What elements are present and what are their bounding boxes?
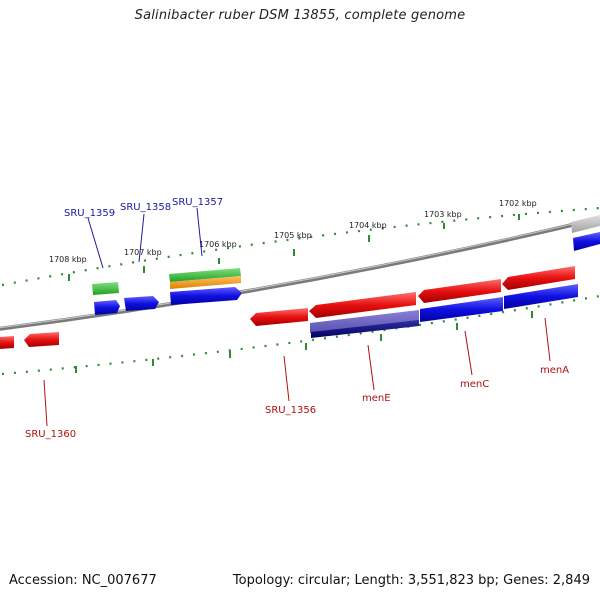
- feature-SRU_1358-cds[interactable]: [124, 296, 159, 311]
- leader-SRU_1359: [87, 217, 104, 269]
- leader-SRU_1360: [43, 379, 48, 427]
- feature-SRU_1359-cds[interactable]: [94, 300, 120, 315]
- gene-labels: SRU_1359 SRU_1358 SRU_1357 SRU_1360 SRU_…: [25, 197, 569, 440]
- genome-backbone-highlight: [0, 216, 600, 329]
- feature-SRU_1356-cds[interactable]: [250, 308, 308, 326]
- map-title: Salinibacter ruber DSM 13855, complete g…: [134, 8, 466, 23]
- leader-menC: [464, 330, 473, 376]
- tick-label-1703: 1703 kbp: [424, 210, 462, 219]
- feature-menC-red[interactable]: [418, 279, 501, 303]
- feature-menE-purple[interactable]: [310, 310, 419, 333]
- feature-SRU_1357-cds[interactable]: [170, 287, 242, 305]
- gene-label-menE[interactable]: menE: [362, 393, 391, 404]
- genome-summary-text: Topology: circular; Length: 3,551,823 bp…: [232, 573, 590, 588]
- feature-menA-cds[interactable]: [504, 284, 578, 309]
- leader-SRU_1358: [138, 213, 145, 263]
- feature-menC-cds[interactable]: [420, 297, 503, 322]
- upper-tick-dots: [1, 206, 600, 287]
- upper-tick-track: 1702 kbp 1703 kbp 1704 kbp 1705 kbp 1706…: [1, 199, 600, 287]
- gene-label-SRU_1358[interactable]: SRU_1358: [120, 202, 171, 213]
- feature-SRU_1360-left-cds[interactable]: [0, 336, 14, 349]
- gene-label-SRU_1356[interactable]: SRU_1356: [265, 405, 316, 416]
- genome-backbone: [0, 216, 600, 331]
- feature-SRU_1357-orange[interactable]: [170, 276, 241, 289]
- leader-menA: [544, 317, 551, 362]
- leader-menE: [367, 344, 375, 391]
- leader-lines: [43, 207, 551, 427]
- tick-label-1706: 1706 kbp: [199, 240, 237, 249]
- tick-label-1707: 1707 kbp: [124, 248, 162, 257]
- gene-label-SRU_1360[interactable]: SRU_1360: [25, 429, 76, 440]
- tick-label-1708: 1708 kbp: [49, 255, 87, 264]
- lower-tick-track: [1, 294, 600, 376]
- gene-label-SRU_1359[interactable]: SRU_1359: [64, 208, 115, 219]
- reverse-features: [0, 266, 578, 349]
- forward-features: [92, 215, 600, 315]
- tick-label-1704: 1704 kbp: [349, 221, 387, 230]
- gene-label-SRU_1357[interactable]: SRU_1357: [172, 197, 223, 208]
- feature-SRU_1359-rna[interactable]: [92, 282, 119, 295]
- feature-menA-red[interactable]: [502, 266, 575, 290]
- tick-label-1705: 1705 kbp: [274, 231, 312, 240]
- feature-SRU_1360-cds[interactable]: [24, 332, 59, 347]
- leader-SRU_1356: [283, 355, 290, 402]
- feature-blue-right[interactable]: [573, 232, 600, 251]
- tick-label-1702: 1702 kbp: [499, 199, 537, 208]
- leader-SRU_1357: [196, 207, 203, 257]
- feature-grey-right[interactable]: [571, 215, 600, 233]
- lower-tick-dots: [1, 294, 600, 376]
- feature-menE-cds[interactable]: [309, 292, 416, 318]
- feature-menE-navy[interactable]: [311, 320, 419, 338]
- gene-label-menC[interactable]: menC: [460, 379, 489, 390]
- feature-SRU_1357-rna[interactable]: [169, 268, 241, 282]
- accession-text: Accession: NC_007677: [9, 573, 157, 588]
- gene-label-menA[interactable]: menA: [540, 365, 569, 376]
